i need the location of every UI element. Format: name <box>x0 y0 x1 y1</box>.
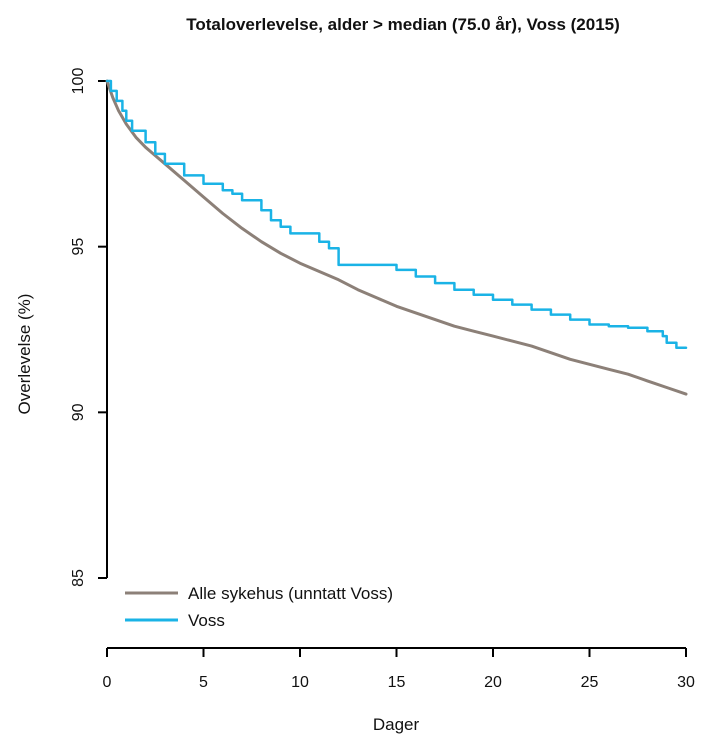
x-tick-label: 10 <box>291 674 309 691</box>
series-line-1 <box>105 79 688 396</box>
x-axis-label: Dager <box>373 715 420 734</box>
x-tick-label: 30 <box>677 674 695 691</box>
y-axis-label: Overlevelse (%) <box>15 294 34 415</box>
x-axis: 0 5 10 15 20 25 30 <box>103 647 695 691</box>
chart-title: Totaloverlevelse, alder > median (75.0 å… <box>186 15 620 34</box>
y-tick-label: 85 <box>70 569 87 587</box>
y-axis: 85 90 95 100 <box>70 68 108 587</box>
legend-label-1: Alle sykehus (unntatt Voss) <box>188 584 393 603</box>
x-tick-label: 0 <box>103 674 112 691</box>
legend-label-2: Voss <box>188 611 225 630</box>
x-tick-label: 25 <box>581 674 599 691</box>
y-tick-label: 100 <box>70 68 87 95</box>
x-tick-label: 20 <box>484 674 502 691</box>
y-tick-label: 90 <box>70 403 87 421</box>
y-tick-label: 95 <box>70 238 87 256</box>
x-tick-label: 5 <box>199 674 208 691</box>
x-tick-label: 15 <box>388 674 406 691</box>
legend: Alle sykehus (unntatt Voss) Voss <box>125 584 393 630</box>
series-line-2 <box>105 79 688 349</box>
series-layer <box>105 79 688 396</box>
